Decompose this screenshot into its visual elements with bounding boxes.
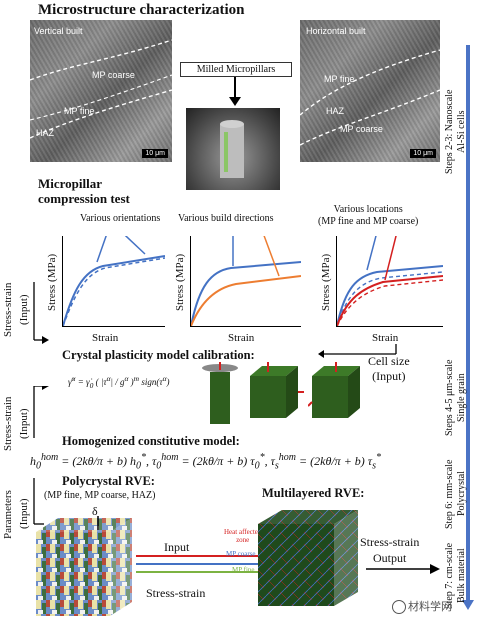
step-7-line2: Bulk material: [456, 548, 467, 604]
cell-size-line2: (Input): [372, 369, 406, 383]
ylabel-plot3: Stress (MPa): [320, 253, 332, 311]
label-mp-fine: MP fine: [64, 106, 95, 116]
xlabel-plot3: Strain: [372, 332, 399, 344]
scale-bar-right: 10 μm: [410, 149, 436, 158]
legend-mp-coarse: MP coarse: [226, 550, 256, 558]
watermark-text: 材料学网: [408, 600, 452, 613]
step-4-5-line1: Steps 4-5 μm-scale: [444, 359, 455, 437]
bracket-icon-3: [33, 478, 44, 525]
label-haz: HAZ: [36, 128, 54, 138]
side-label-parameters: Parameters: [2, 490, 14, 540]
side-label-input-2: (Input): [18, 408, 30, 440]
section-title-multilayered: Multilayered RVE:: [262, 486, 365, 500]
legend-haz: Heat affected zone: [224, 528, 261, 544]
step-4-5-line2: Single grain: [456, 373, 467, 423]
stress-strain-label: Stress-strain: [146, 586, 206, 600]
annotation-locations: Various locations (MP fine and MP coarse…: [318, 204, 418, 228]
side-label-stress-strain-1: Stress-strain: [2, 270, 14, 350]
homogenized-equation: h0hom = (2kθ/π + b) h0*, τ0hom = (2kθ/π …: [30, 452, 381, 472]
annotation-locations-line2: (MP fine and MP coarse): [318, 216, 419, 227]
output-label: Stress-strain Output: [360, 534, 419, 566]
step-2-3-line2: Al-Si cells: [456, 110, 467, 154]
pillar-model-icon: [202, 362, 238, 424]
legend-haz-line1: Heat affected: [224, 528, 262, 536]
step-label-6: Step 6: mm-scale Polycrystal: [444, 454, 468, 534]
sem-image-vertical: Vertical built MP coarse MP fine HAZ 10 …: [30, 20, 172, 162]
multilayered-cube: [258, 510, 358, 606]
step-label-2-3: Steps 2-3: Nanoscale Al-Si cells: [444, 72, 468, 192]
output-arrow-icon: [366, 564, 440, 574]
bracket-icon-2: [33, 386, 49, 438]
polycrystal-cube: [36, 516, 132, 616]
label-horizontal-built: Horizontal built: [306, 26, 366, 36]
side-label-input-3: (Input): [18, 498, 30, 530]
annotation-orientations: Various orientations: [80, 213, 161, 224]
side-label-stress-strain-2: Stress-strain: [2, 396, 14, 452]
step-6-line2: Polycrystal: [456, 471, 467, 517]
plot-orientations: [62, 236, 165, 327]
compression-title-line2: compression test: [38, 191, 130, 206]
xlabel-plot1: Strain: [92, 332, 119, 344]
single-grain-cube-icon: [250, 362, 304, 418]
arrow-to-calibration-icon: [318, 344, 397, 358]
label-mp-coarse: MP coarse: [92, 70, 135, 80]
watermark: 材料学网: [392, 598, 452, 614]
label-vertical-built: Vertical built: [34, 26, 83, 36]
step-6-line1: Step 6: mm-scale: [444, 459, 455, 529]
watermark-icon: [392, 600, 406, 614]
annotation-locations-line1: Various locations: [333, 204, 403, 215]
scale-axis-bar: [466, 45, 470, 605]
legend-mp-fine: MP fine: [232, 566, 255, 574]
plot-build-directions: [190, 236, 301, 327]
annotation-build-directions: Various build directions: [178, 213, 274, 224]
label-mp-fine-right: MP fine: [324, 74, 355, 84]
side-label-input-1: (Input): [18, 294, 30, 326]
scale-axis-arrow-icon: [462, 600, 474, 610]
arrow-down-icon: [229, 77, 241, 106]
legend-haz-line2: zone: [236, 536, 250, 544]
section-title-polycrystal: Polycrystal RVE:: [62, 474, 155, 488]
label-mp-coarse-right: MP coarse: [340, 124, 383, 134]
step-2-3-line1: Steps 2-3: Nanoscale: [444, 89, 455, 175]
calibration-equation: γ̇α = γ̇0 ( |τα| / gα )m sign(τα): [68, 374, 170, 390]
output-line2: Output: [372, 551, 407, 565]
cell-cube-icon: [308, 362, 360, 418]
section-title-compression: Micropillar compression test: [38, 176, 130, 206]
plot-locations: [336, 236, 443, 327]
section-title-homogenized: Homogenized constitutive model:: [62, 434, 240, 448]
side-label-stress-strain-1-text: Stress-strain: [2, 282, 14, 338]
sem-image-horizontal: Horizontal built MP fine HAZ MP coarse 1…: [300, 20, 440, 162]
sem-image-micropillar: [186, 108, 280, 190]
compression-title-line1: Micropillar: [38, 176, 103, 191]
xlabel-plot2: Strain: [228, 332, 255, 344]
label-haz-right: HAZ: [326, 106, 344, 116]
input-label: Input: [164, 540, 190, 554]
step-label-4-5: Steps 4-5 μm-scale Single grain: [444, 338, 468, 458]
bracket-icon: [33, 282, 49, 344]
ylabel-plot2: Stress (MPa): [174, 253, 186, 311]
polycrystal-subtitle: (MP fine, MP coarse, HAZ): [44, 490, 156, 501]
section-title-microstructure: Microstructure characterization: [38, 2, 245, 18]
section-title-calibration: Crystal plasticity model calibration:: [62, 348, 255, 362]
cell-size-input: Cell size (Input): [368, 354, 410, 384]
label-milled-micropillars: Milled Micropillars: [180, 62, 292, 77]
output-line1: Stress-strain: [360, 535, 420, 549]
delta-label: δ: [92, 504, 98, 518]
cell-size-line1: Cell size: [368, 354, 410, 368]
scale-bar: 10 μm: [142, 149, 168, 158]
